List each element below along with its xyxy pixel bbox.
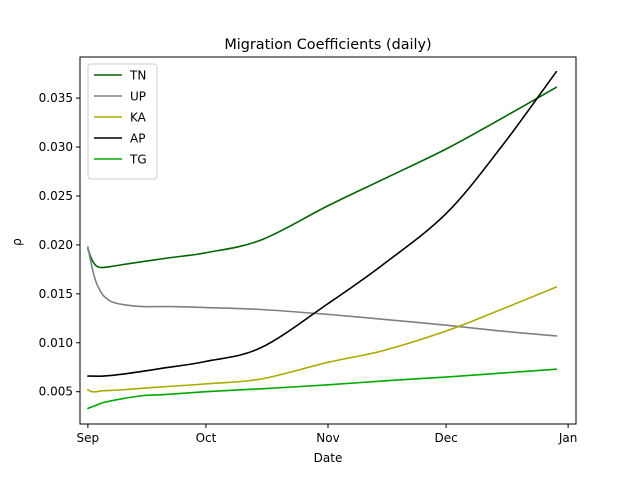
series-line-ap: [87, 70, 558, 377]
y-tick-label: 0.005: [39, 385, 73, 399]
series-line-tn: [87, 86, 558, 269]
x-tick-label: Nov: [316, 431, 339, 445]
legend-box: [87, 63, 158, 180]
chart-title: Migration Coefficients (daily): [224, 37, 431, 53]
legend-label-ka: KA: [130, 111, 147, 125]
x-tick-label: Dec: [434, 431, 457, 445]
y-tick-label: 0.030: [39, 140, 73, 154]
y-tick-label: 0.010: [39, 336, 73, 350]
x-axis-label: Date: [314, 451, 343, 465]
legend-label-ap: AP: [130, 132, 145, 146]
y-tick-label: 0.015: [39, 287, 73, 301]
x-tick-label: Sep: [77, 431, 100, 445]
y-axis-label: ρ: [10, 238, 24, 246]
y-tick-label: 0.025: [39, 189, 73, 203]
series-line-ka: [87, 286, 558, 393]
y-tick-label: 0.020: [39, 238, 73, 252]
legend-label-tn: TN: [129, 69, 146, 83]
series-line-tg: [87, 368, 558, 410]
axis-ticks: Sep Oct Nov Dec Jan 0.005 0.010 0.015 0.020 0.025…: [39, 91, 578, 445]
series-lines: [87, 70, 558, 410]
series-line-up: [87, 246, 558, 337]
plot-frame: [79, 56, 577, 425]
legend: TN UP KA AP TG: [87, 63, 158, 180]
x-tick-label: Jan: [558, 431, 578, 445]
y-tick-label: 0.035: [39, 91, 73, 105]
x-tick-label: Oct: [196, 431, 217, 445]
legend-label-up: UP: [130, 90, 146, 104]
legend-label-tg: TG: [129, 153, 147, 167]
